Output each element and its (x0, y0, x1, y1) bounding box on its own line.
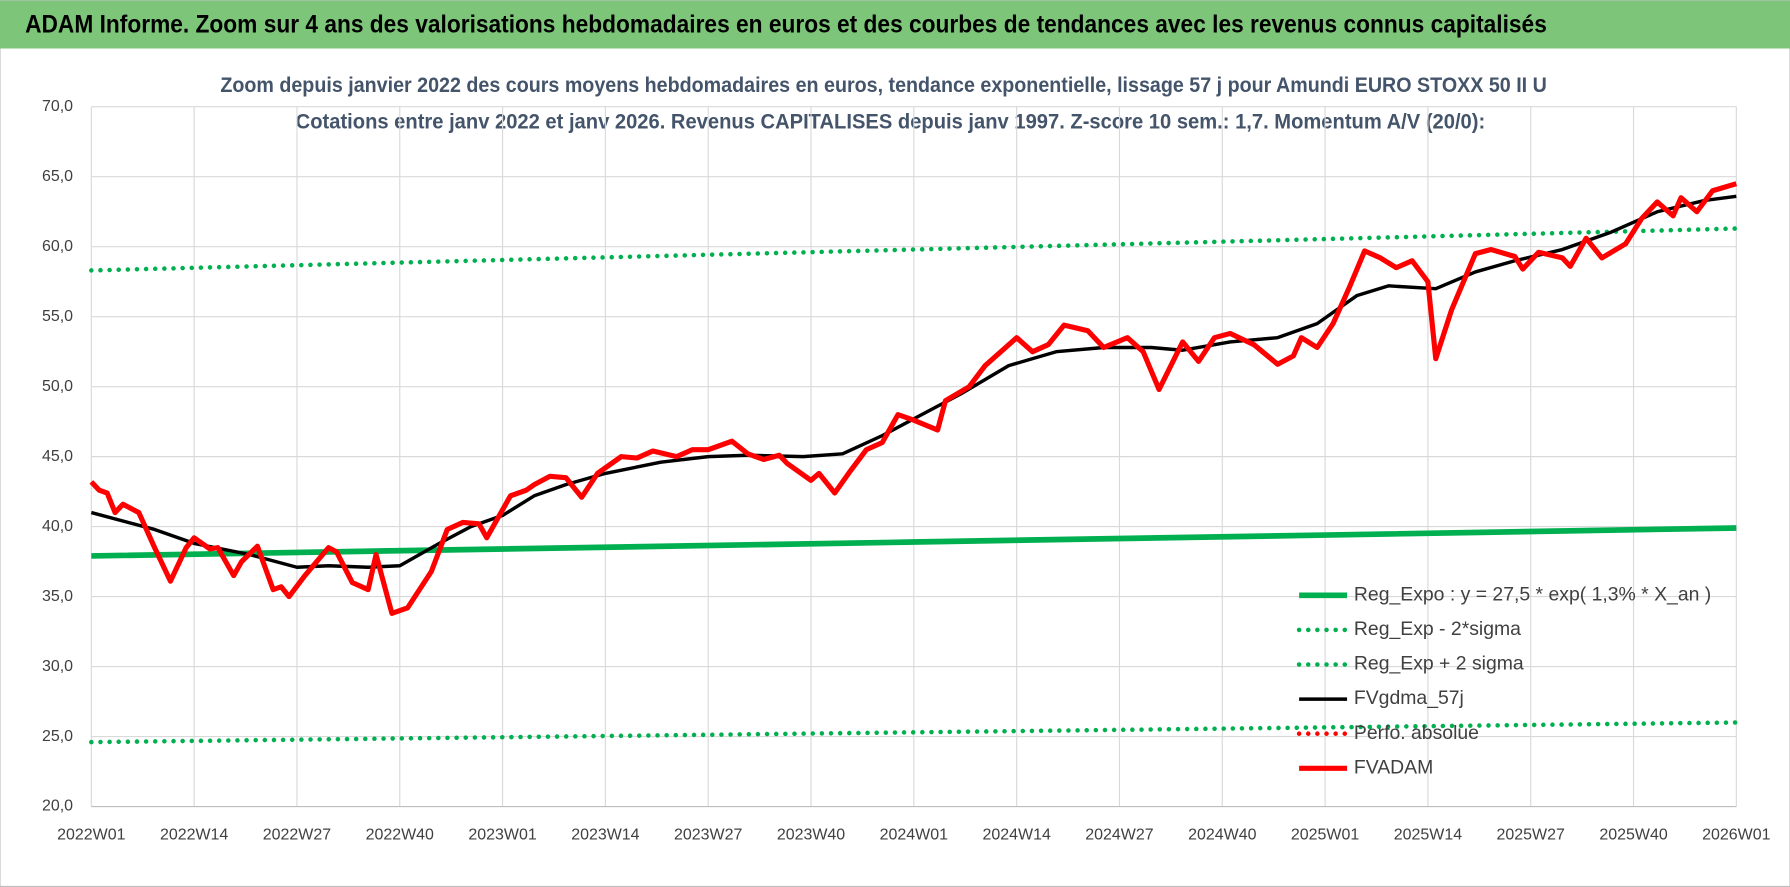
y-tick-label: 20,0 (42, 798, 73, 815)
series-line (91, 525, 1737, 559)
legend-label: Reg_Exp - 2*sigma (1354, 618, 1521, 640)
y-tick-label: 65,0 (42, 168, 73, 185)
y-tick-label: 35,0 (42, 588, 73, 605)
x-tick-label: 2024W01 (880, 826, 948, 843)
series-line (89, 226, 1739, 273)
x-tick-label: 2022W01 (57, 826, 125, 843)
x-tick-label: 2025W01 (1291, 826, 1359, 843)
y-tick-label: 45,0 (42, 448, 73, 465)
legend-label: FVADAM (1354, 756, 1433, 778)
chart-title: Zoom depuis janvier 2022 des cours moyen… (220, 72, 1547, 97)
y-tick-label: 30,0 (42, 658, 73, 675)
y-tick-label: 70,0 (42, 98, 73, 115)
y-tick-label: 50,0 (42, 378, 73, 395)
x-tick-label: 2022W40 (366, 826, 434, 843)
x-tick-label: 2025W27 (1497, 826, 1565, 843)
chart-subtitle: Cotations entre janv 2022 et janv 2026. … (296, 108, 1486, 133)
x-tick-label: 2025W40 (1599, 826, 1667, 843)
header-bar (0, 0, 1790, 49)
x-tick-label: 2024W27 (1085, 826, 1153, 843)
series-line (90, 194, 1737, 569)
legend-label: FVgdma_57j (1354, 687, 1464, 709)
x-tick-label: 2022W27 (263, 826, 331, 843)
x-tick-label: 2023W40 (777, 826, 845, 843)
x-tick-label: 2023W27 (674, 826, 742, 843)
header-title: ADAM Informe. Zoom sur 4 ans des valoris… (25, 10, 1547, 38)
series-line (89, 181, 1738, 616)
y-tick-label: 60,0 (42, 238, 73, 255)
x-tick-label: 2024W14 (982, 826, 1050, 843)
x-tick-label: 2023W14 (571, 826, 639, 843)
legend-label: Reg_Expo : y = 27,5 * exp( 1,3% * X_an ) (1354, 583, 1711, 605)
y-tick-label: 55,0 (42, 308, 73, 325)
x-tick-label: 2023W01 (468, 826, 536, 843)
series-line (89, 720, 1739, 745)
x-tick-label: 2025W14 (1394, 826, 1462, 843)
y-tick-label: 40,0 (42, 518, 73, 535)
x-tick-label: 2026W01 (1702, 826, 1770, 843)
legend-label: Perfo. absolue (1354, 722, 1479, 744)
y-tick-label: 25,0 (42, 728, 73, 745)
x-tick-label: 2024W40 (1188, 826, 1256, 843)
x-tick-label: 2022W14 (160, 826, 228, 843)
legend-label: Reg_Exp + 2 sigma (1354, 653, 1524, 675)
